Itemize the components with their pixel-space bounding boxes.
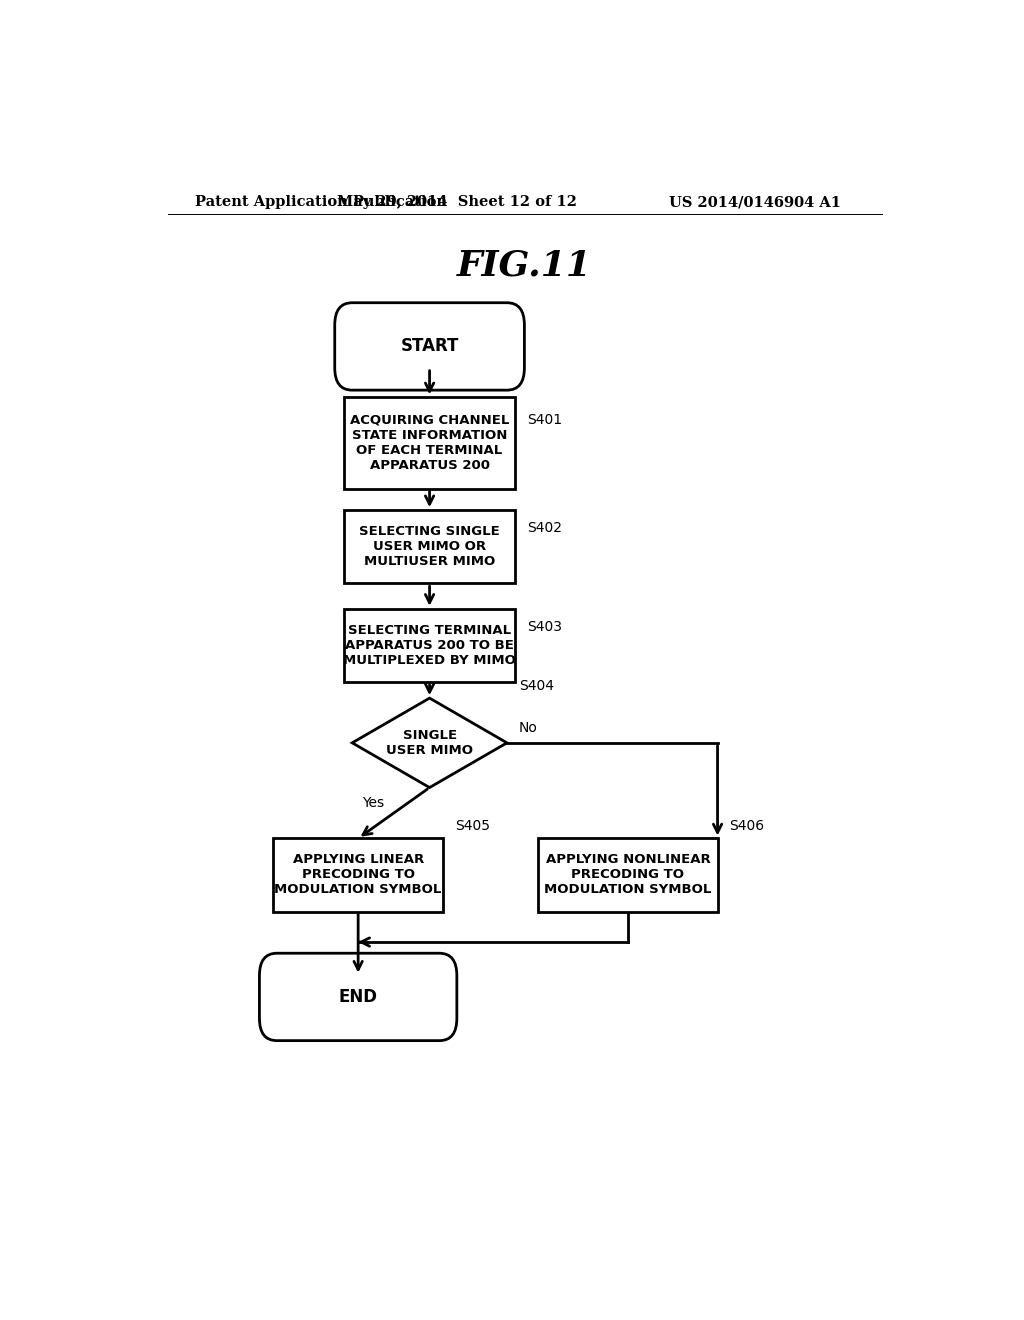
- Text: END: END: [339, 987, 378, 1006]
- Text: S402: S402: [526, 521, 562, 536]
- Text: APPLYING NONLINEAR
PRECODING TO
MODULATION SYMBOL: APPLYING NONLINEAR PRECODING TO MODULATI…: [545, 854, 712, 896]
- FancyBboxPatch shape: [259, 953, 457, 1040]
- Text: SELECTING TERMINAL
APPARATUS 200 TO BE
MULTIPLEXED BY MIMO: SELECTING TERMINAL APPARATUS 200 TO BE M…: [343, 624, 516, 667]
- Text: No: No: [519, 721, 538, 735]
- Text: Yes: Yes: [362, 796, 384, 809]
- Text: ACQUIRING CHANNEL
STATE INFORMATION
OF EACH TERMINAL
APPARATUS 200: ACQUIRING CHANNEL STATE INFORMATION OF E…: [350, 414, 509, 473]
- Text: S405: S405: [456, 820, 490, 833]
- Text: S406: S406: [729, 820, 765, 833]
- Bar: [344, 510, 515, 583]
- Polygon shape: [352, 698, 507, 788]
- Bar: [344, 397, 515, 488]
- Text: SELECTING SINGLE
USER MIMO OR
MULTIUSER MIMO: SELECTING SINGLE USER MIMO OR MULTIUSER …: [359, 525, 500, 568]
- Text: FIG.11: FIG.11: [458, 248, 592, 282]
- Text: May 29, 2014  Sheet 12 of 12: May 29, 2014 Sheet 12 of 12: [337, 195, 578, 209]
- Text: START: START: [400, 338, 459, 355]
- Bar: [272, 838, 443, 912]
- Text: S404: S404: [519, 678, 554, 693]
- Text: APPLYING LINEAR
PRECODING TO
MODULATION SYMBOL: APPLYING LINEAR PRECODING TO MODULATION …: [274, 854, 441, 896]
- Text: S401: S401: [526, 413, 562, 428]
- Bar: [344, 609, 515, 682]
- Text: S403: S403: [526, 620, 562, 634]
- Text: SINGLE
USER MIMO: SINGLE USER MIMO: [386, 729, 473, 756]
- Text: US 2014/0146904 A1: US 2014/0146904 A1: [669, 195, 841, 209]
- Bar: [539, 838, 718, 912]
- FancyBboxPatch shape: [335, 302, 524, 391]
- Text: Patent Application Publication: Patent Application Publication: [196, 195, 447, 209]
